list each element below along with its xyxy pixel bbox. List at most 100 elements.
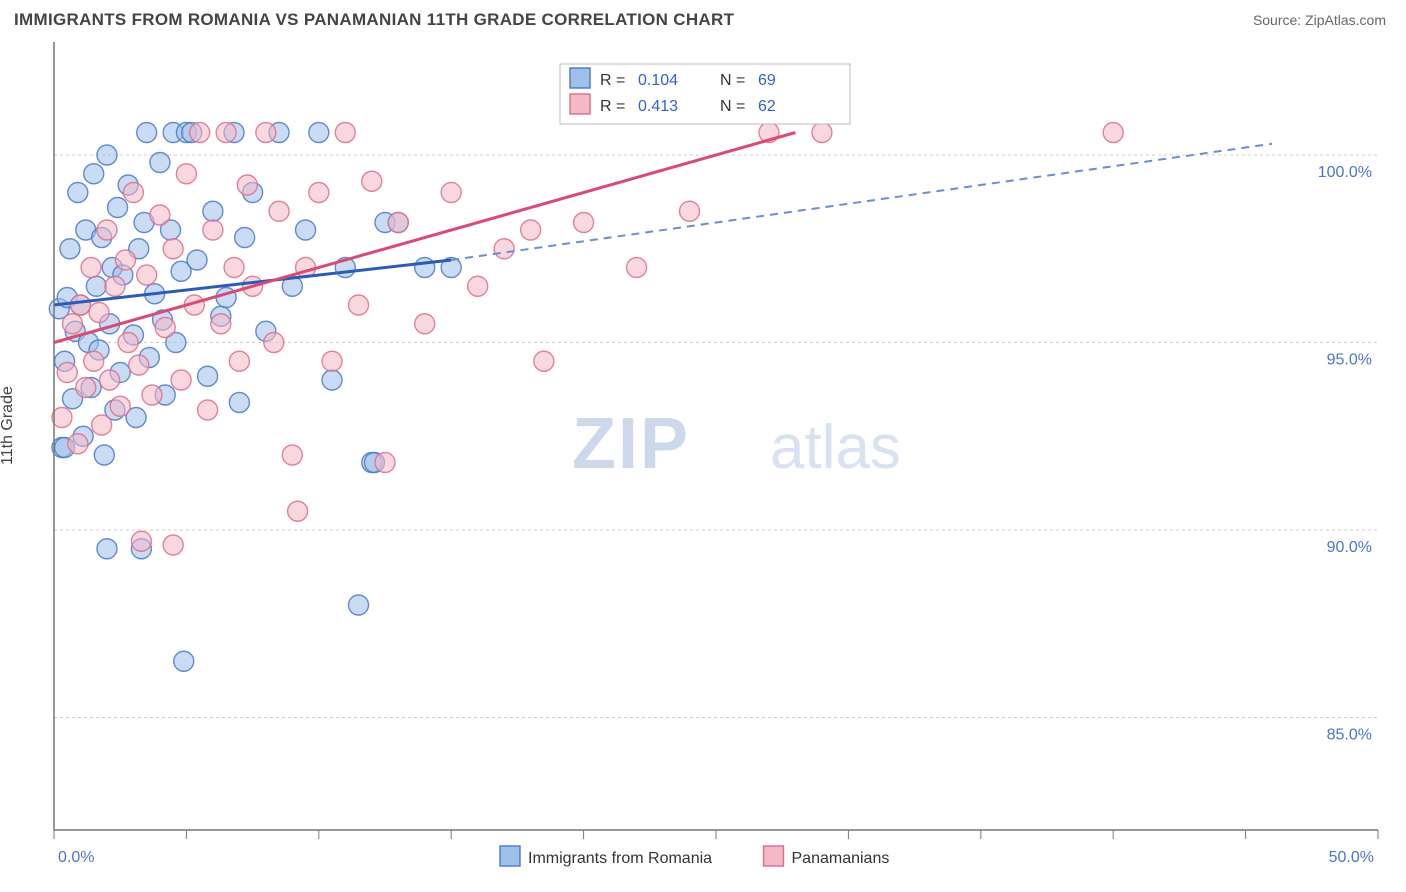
data-point — [89, 303, 109, 323]
bottom-legend-label: Immigrants from Romania — [528, 850, 712, 867]
data-point — [63, 314, 83, 334]
data-point — [521, 220, 541, 240]
data-point — [174, 651, 194, 671]
data-point — [375, 453, 395, 473]
legend-swatch — [570, 68, 590, 88]
data-point — [86, 276, 106, 296]
y-tick-label: 95.0% — [1327, 352, 1372, 369]
data-point — [264, 333, 284, 353]
data-point — [52, 408, 72, 428]
data-point — [129, 355, 149, 375]
data-point — [100, 370, 120, 390]
data-point — [115, 250, 135, 270]
data-point — [415, 314, 435, 334]
data-point — [68, 434, 88, 454]
source-credit: Source: ZipAtlas.com — [1253, 12, 1386, 28]
data-point — [349, 295, 369, 315]
x-tick-label: 0.0% — [58, 849, 94, 866]
data-point — [574, 213, 594, 233]
data-point — [57, 363, 77, 383]
legend-n-value: 62 — [758, 98, 776, 115]
data-point — [269, 201, 289, 221]
legend-n-value: 69 — [758, 72, 776, 89]
bottom-legend-label: Panamanians — [792, 850, 890, 867]
data-point — [1103, 123, 1123, 143]
legend-r-label: R = — [600, 98, 625, 115]
chart-title: IMMIGRANTS FROM ROMANIA VS PANAMANIAN 11… — [14, 10, 734, 30]
legend-swatch — [570, 94, 590, 114]
data-point — [137, 265, 157, 285]
y-tick-label: 100.0% — [1318, 164, 1372, 181]
watermark-zip: ZIP — [572, 404, 690, 484]
data-point — [441, 183, 461, 203]
y-tick-label: 90.0% — [1327, 539, 1372, 556]
data-point — [256, 123, 276, 143]
legend-n-label: N = — [720, 72, 745, 89]
data-point — [176, 164, 196, 184]
data-point — [97, 145, 117, 165]
legend-r-label: R = — [600, 72, 625, 89]
data-point — [322, 370, 342, 390]
data-point — [163, 239, 183, 259]
bottom-legend-swatch — [500, 846, 520, 866]
data-point — [309, 183, 329, 203]
data-point — [235, 228, 255, 248]
data-point — [229, 351, 249, 371]
data-point — [84, 351, 104, 371]
data-point — [362, 171, 382, 191]
data-point — [108, 198, 128, 218]
source-prefix: Source: — [1253, 12, 1305, 28]
watermark-atlas: atlas — [770, 413, 901, 482]
data-point — [627, 258, 647, 278]
y-tick-label: 85.0% — [1327, 727, 1372, 744]
y-axis-label: 11th Grade — [0, 386, 17, 465]
data-point — [81, 258, 101, 278]
data-point — [198, 400, 218, 420]
data-point — [534, 351, 554, 371]
scatter-chart-svg: 85.0% 90.0% 95.0% 100.0% ZIP atlas 0.0% 50.0% R … — [0, 38, 1406, 892]
data-point — [68, 183, 88, 203]
x-tick-label: 50.0% — [1329, 849, 1374, 866]
data-point — [288, 501, 308, 521]
data-point — [237, 175, 257, 195]
data-point — [187, 250, 207, 270]
source-link[interactable]: ZipAtlas.com — [1305, 12, 1386, 28]
data-point — [494, 239, 514, 259]
data-point — [163, 535, 183, 555]
data-point — [322, 351, 342, 371]
data-point — [198, 366, 218, 386]
data-point — [92, 415, 112, 435]
data-point — [468, 276, 488, 296]
chart-area: 11th Grade 85.0% 90.0% 95.0% 100.0% ZIP atlas… — [0, 38, 1406, 892]
data-point — [76, 378, 96, 398]
data-point — [190, 123, 210, 143]
legend-n-label: N = — [720, 98, 745, 115]
data-point — [105, 276, 125, 296]
data-point — [70, 295, 90, 315]
data-point — [60, 239, 80, 259]
data-point — [203, 201, 223, 221]
data-point — [680, 201, 700, 221]
data-point — [216, 123, 236, 143]
data-point — [123, 183, 143, 203]
data-point — [94, 445, 114, 465]
data-point — [812, 123, 832, 143]
data-point — [142, 385, 162, 405]
data-point — [282, 445, 302, 465]
data-point — [211, 314, 231, 334]
data-point — [131, 531, 151, 551]
data-point — [150, 153, 170, 173]
header: IMMIGRANTS FROM ROMANIA VS PANAMANIAN 11… — [0, 0, 1406, 36]
data-point — [110, 396, 130, 416]
data-point — [415, 258, 435, 278]
data-point — [335, 123, 355, 143]
bottom-legend-swatch — [764, 846, 784, 866]
data-point — [84, 164, 104, 184]
data-point — [150, 205, 170, 225]
legend-r-value: 0.104 — [638, 72, 678, 89]
trend-line-extension — [451, 144, 1272, 260]
data-point — [296, 220, 316, 240]
data-point — [155, 318, 175, 338]
data-point — [97, 539, 117, 559]
data-point — [203, 220, 223, 240]
